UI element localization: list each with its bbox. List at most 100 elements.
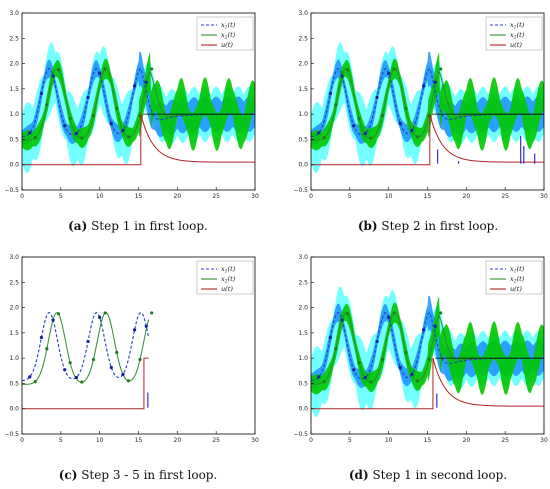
y-tick-label: 2.5	[9, 279, 19, 286]
y-tick-label: 2.0	[9, 305, 19, 312]
x-tick-label: 10	[96, 193, 104, 200]
x-tick-label: 5	[348, 193, 352, 200]
x2-point	[115, 106, 119, 111]
x2-point	[103, 67, 107, 71]
x1-point	[398, 365, 402, 370]
x1-point	[51, 74, 55, 78]
x1-point	[410, 128, 414, 132]
plot-area	[310, 286, 545, 417]
x2-point	[369, 136, 373, 140]
x2-point	[150, 67, 154, 71]
y-tick-label: 1.0	[298, 355, 308, 362]
x-tick-label: 5	[59, 437, 63, 444]
x1-point	[144, 324, 148, 328]
x1-point	[433, 324, 437, 328]
caption-text: Step 3 - 5 in first loop.	[77, 468, 217, 482]
y-tick-label: 3.0	[9, 10, 19, 17]
x2-point	[439, 67, 443, 71]
x1-point	[398, 121, 402, 126]
x2-point	[392, 311, 396, 315]
x1-point	[63, 124, 67, 128]
x-tick-label: 20	[463, 193, 471, 200]
x2-point	[115, 350, 119, 355]
x1-point	[352, 368, 356, 372]
x2-point	[334, 347, 338, 351]
x2-point	[369, 380, 373, 384]
x-tick-label: 10	[96, 437, 104, 444]
x1-point	[363, 131, 367, 136]
x2-point	[68, 361, 72, 365]
x1-point	[328, 335, 333, 340]
x2-point	[380, 357, 385, 362]
chart-caption: (b) Step 2 in first loop.	[358, 219, 498, 233]
caption-label: (c)	[59, 468, 78, 482]
x2-point	[345, 312, 350, 316]
plot-area	[21, 42, 256, 173]
y-tick-label: 1.0	[298, 111, 308, 118]
y-tick-label: 2.5	[298, 35, 308, 42]
x1-point	[28, 131, 32, 135]
x2-point	[45, 347, 49, 351]
x2-point	[80, 380, 84, 384]
x2-point	[150, 311, 154, 315]
y-tick-label: −0.5	[4, 187, 19, 194]
legend-label: x2(t)	[510, 275, 525, 285]
x-tick-label: 20	[463, 437, 471, 444]
y-tick-label: 0.5	[9, 380, 19, 387]
y-tick-label: 1.0	[9, 355, 19, 362]
x1-line	[21, 312, 150, 382]
u-line	[22, 357, 149, 410]
chart-panel-c: 0 5 10 15 20 25 30 −0.5 0.0 0.5 1.0 1.5 2.0 2.5 3.0 x1(…	[4, 254, 259, 482]
x2-point	[357, 361, 361, 365]
x-tick-label: 0	[20, 437, 24, 444]
x-tick-label: 30	[251, 193, 259, 200]
y-tick-label: −0.5	[4, 431, 19, 438]
x2-point	[345, 68, 350, 72]
y-tick-label: 0.0	[9, 162, 19, 169]
x1-point	[39, 91, 44, 96]
caption-text: Step 1 in second loop.	[369, 468, 508, 482]
y-tick-label: 1.5	[9, 86, 19, 93]
chart-caption: (a) Step 1 in first loop.	[68, 219, 208, 233]
legend: x1(t)x2(t)u(t)	[196, 260, 254, 295]
y-tick-label: 0.0	[9, 406, 19, 413]
y-tick-label: 2.0	[9, 61, 19, 68]
y-tick-label: 1.5	[9, 330, 19, 337]
x1-point	[340, 318, 344, 322]
plot-area	[21, 311, 154, 410]
x1-point	[340, 74, 344, 78]
y-tick-label: 0.5	[298, 136, 308, 143]
x-tick-label: 25	[212, 193, 220, 200]
plot-area	[310, 42, 545, 173]
x2-point	[380, 113, 385, 118]
legend-label: x1(t)	[510, 21, 525, 31]
x-tick-label: 25	[212, 437, 220, 444]
y-tick-label: 1.0	[9, 111, 19, 118]
x2-point	[33, 136, 37, 140]
x1-point	[74, 131, 78, 136]
y-tick-label: −0.5	[293, 431, 308, 438]
x-tick-label: 30	[251, 437, 259, 444]
x2-point	[45, 103, 49, 107]
x1-point	[28, 375, 32, 379]
x1-point	[352, 124, 356, 128]
x2-point	[439, 311, 443, 315]
x-tick-label: 15	[424, 193, 432, 200]
x1-point	[39, 335, 44, 340]
y-tick-label: 0.5	[9, 136, 19, 143]
legend-label: x1(t)	[221, 21, 236, 31]
legend-label: u(t)	[510, 41, 522, 49]
x2-point	[322, 380, 326, 384]
x1-point	[74, 375, 78, 380]
legend-label: x1(t)	[221, 265, 236, 275]
x2-point	[33, 380, 37, 384]
y-tick-label: 1.5	[298, 330, 308, 337]
x2-point	[392, 67, 396, 71]
y-tick-label: 2.5	[9, 35, 19, 42]
legend-label: x1(t)	[510, 265, 525, 275]
x2-point	[427, 357, 431, 362]
u-line	[22, 114, 256, 166]
x2-point	[322, 136, 326, 140]
x-tick-label: 10	[385, 437, 393, 444]
chart-caption: (c) Step 3 - 5 in first loop.	[59, 468, 218, 482]
